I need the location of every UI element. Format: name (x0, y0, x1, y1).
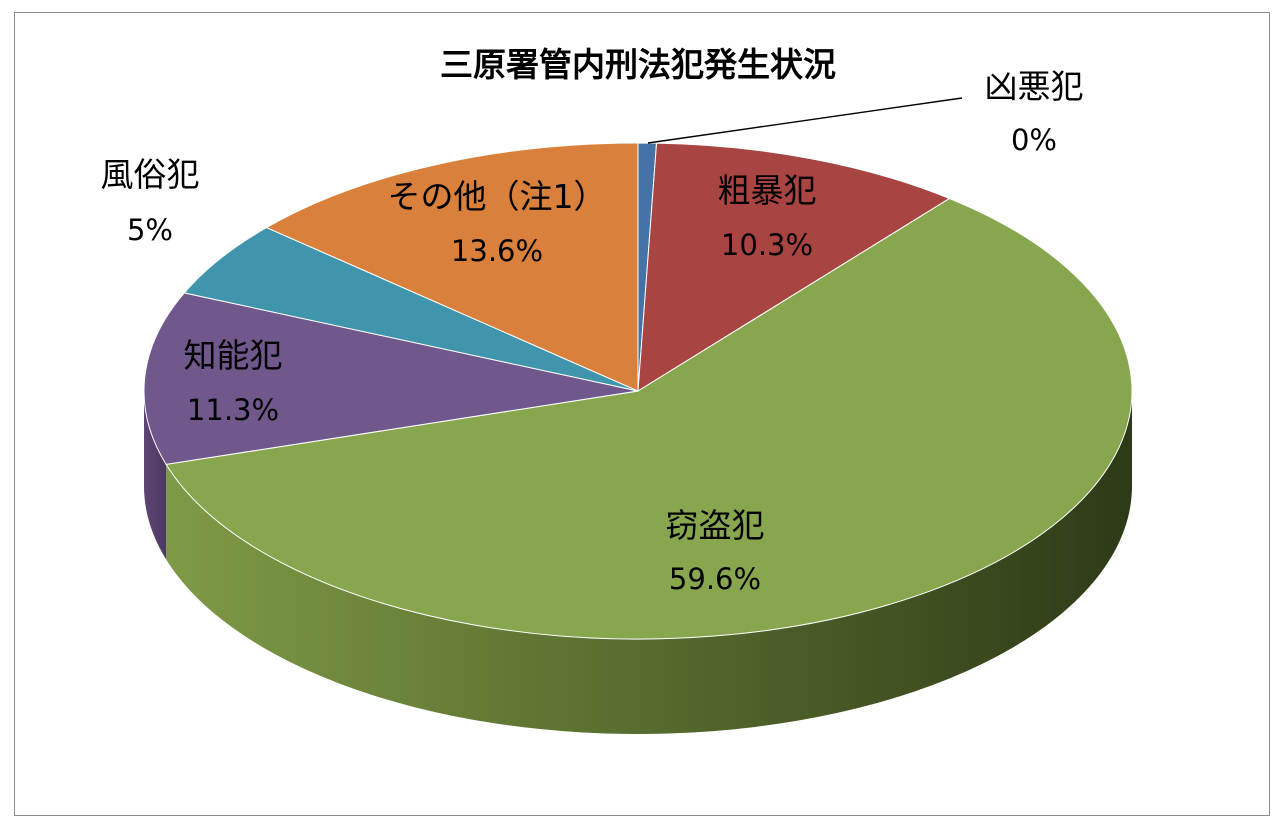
slice-name-kyouakuhan: 凶悪犯 (985, 67, 1084, 106)
slice-value-settouhan: 59.6% (669, 562, 761, 596)
slice-side-settouhan (166, 391, 1132, 734)
slice-name-fuuzokuhan: 風俗犯 (101, 155, 200, 194)
slice-name-sobouhan: 粗暴犯 (718, 171, 817, 210)
slice-value-sonota: 13.6% (451, 234, 543, 268)
slice-sobouhan (637, 142, 951, 392)
leader-line (647, 97, 963, 144)
slice-value-fuuzokuhan: 5% (127, 213, 173, 247)
slice-sonota (265, 142, 639, 392)
slice-name-settouhan: 窃盗犯 (666, 506, 765, 545)
slice-name-sonota: その他（注1） (388, 177, 607, 216)
chart-title: 三原署管内刑法犯発生状況 (440, 45, 836, 84)
slice-name-chinouhan: 知能犯 (184, 336, 283, 375)
slice-value-chinouhan: 11.3% (187, 393, 279, 427)
slice-chinouhan (143, 292, 639, 465)
slice-settouhan (165, 197, 1133, 640)
slice-value-sobouhan: 10.3% (721, 228, 813, 262)
slice-fuuzokuhan (183, 226, 639, 392)
slice-value-kyouakuhan: 0% (1011, 123, 1057, 157)
slice-side-chinouhan (144, 391, 167, 560)
